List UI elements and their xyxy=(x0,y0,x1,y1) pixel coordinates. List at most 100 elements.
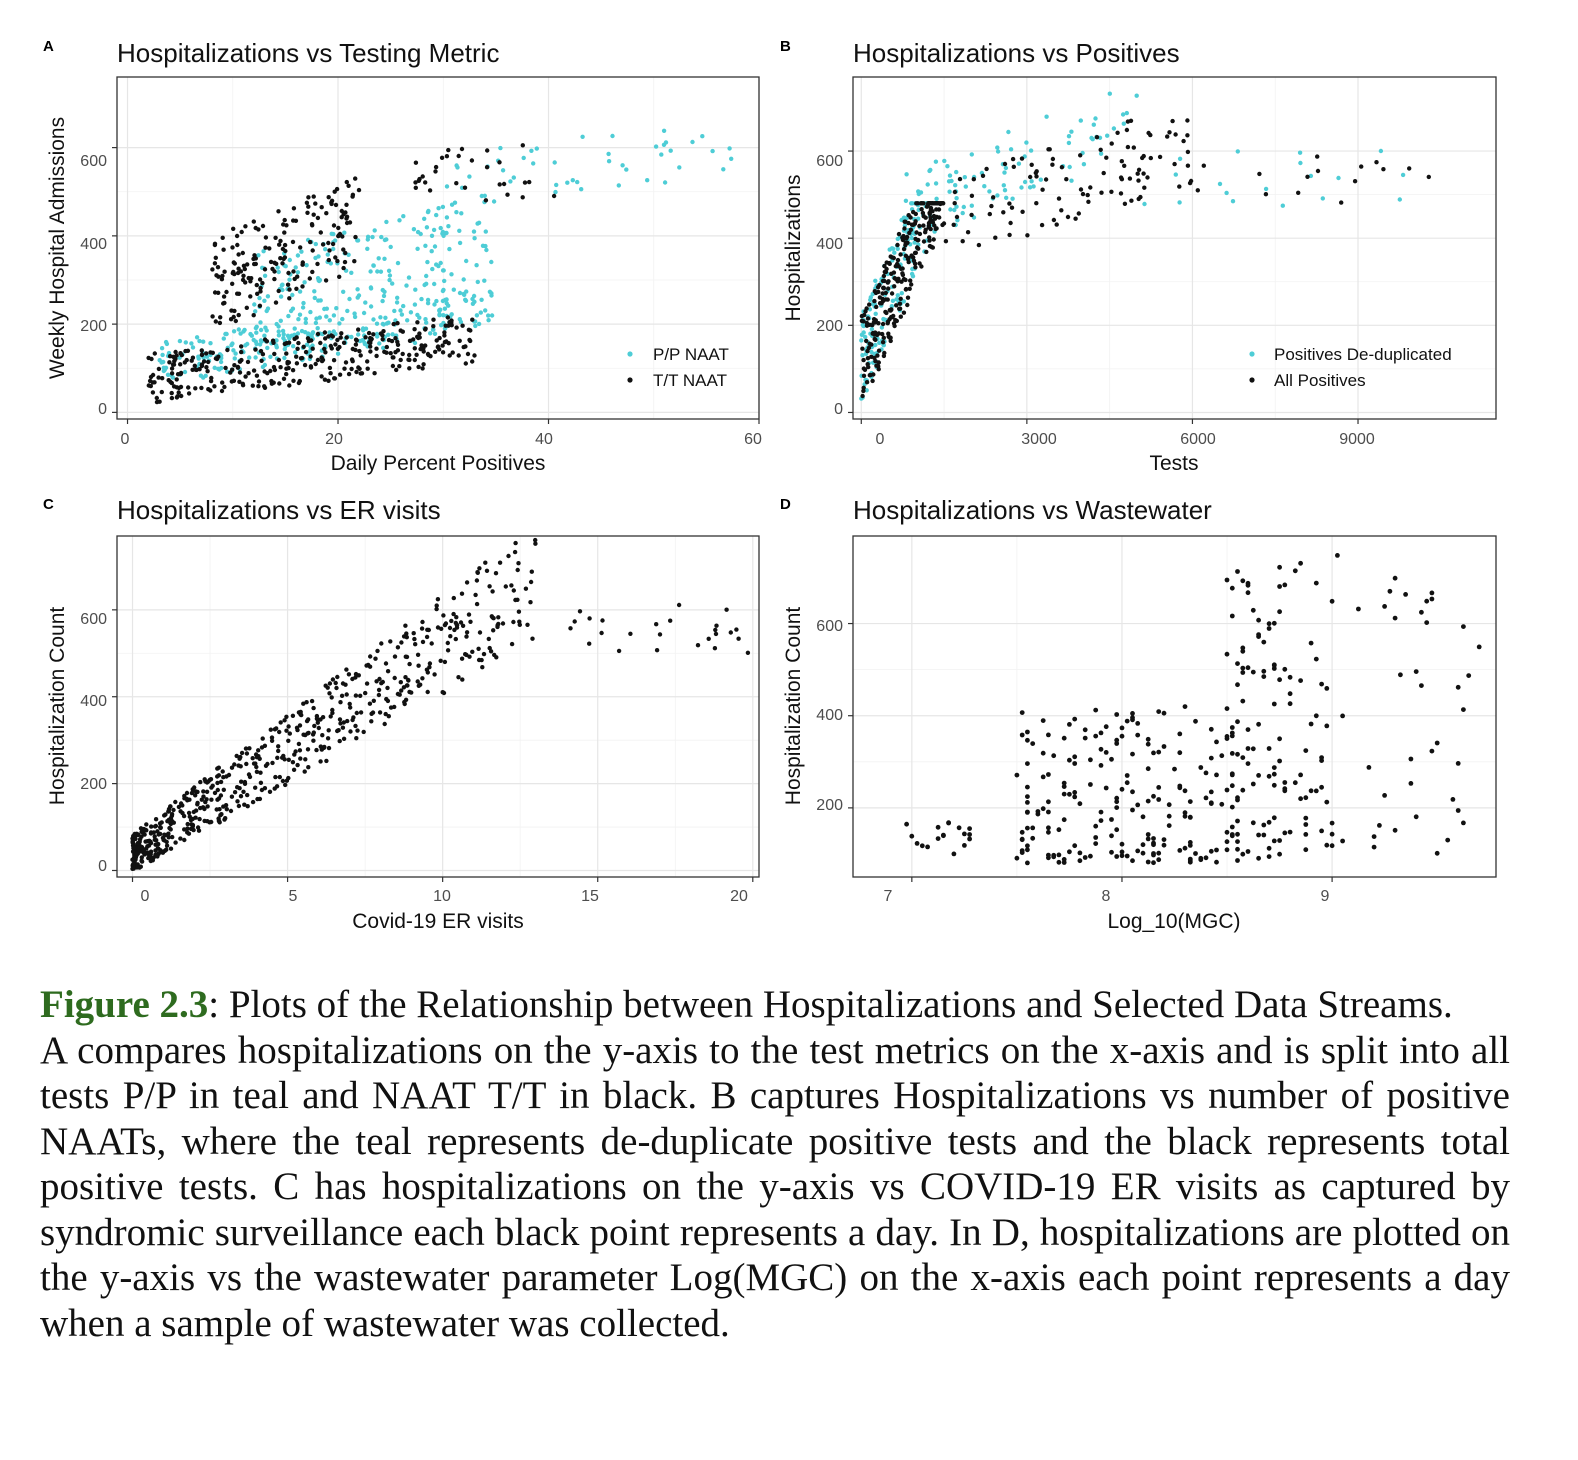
data-point-black xyxy=(713,627,718,633)
data-point-black xyxy=(169,366,175,371)
data-point-black xyxy=(1166,823,1172,828)
data-point-black xyxy=(180,810,185,816)
data-point-black xyxy=(908,278,913,283)
data-point-teal xyxy=(302,280,307,285)
data-point-black xyxy=(911,209,916,215)
data-point-black xyxy=(1324,842,1330,848)
data-point-teal xyxy=(313,255,318,261)
data-point-black xyxy=(154,395,159,401)
data-point-black xyxy=(1145,736,1151,742)
data-point-teal xyxy=(390,281,395,286)
data-point-black xyxy=(259,358,264,363)
data-point-black xyxy=(1240,578,1246,584)
data-point-black xyxy=(149,824,154,829)
data-point-black xyxy=(456,153,461,159)
data-point-black xyxy=(354,369,359,375)
data-point-black xyxy=(412,327,417,332)
data-point-black xyxy=(1040,806,1046,812)
data-point-black xyxy=(993,235,998,240)
data-point-black xyxy=(219,388,225,394)
plot-background xyxy=(853,536,1496,877)
data-point-teal xyxy=(1003,165,1009,171)
data-point-black xyxy=(1151,793,1156,799)
data-point-black xyxy=(203,799,208,805)
panel-b-grid xyxy=(853,77,1496,419)
data-point-black xyxy=(1229,585,1235,591)
data-point-black xyxy=(1319,755,1324,760)
data-point-black xyxy=(1019,850,1025,855)
data-point-black xyxy=(404,683,410,688)
data-point-black xyxy=(444,154,450,159)
data-point-black xyxy=(258,289,263,294)
data-point-teal xyxy=(406,275,412,280)
data-point-black xyxy=(212,261,218,266)
data-point-black xyxy=(152,834,157,839)
data-point-black xyxy=(315,331,321,337)
data-point-black xyxy=(873,358,878,364)
data-point-teal xyxy=(395,260,401,266)
data-point-teal xyxy=(459,211,464,216)
data-point-black xyxy=(286,775,291,781)
data-point-teal xyxy=(423,317,428,322)
data-point-black xyxy=(898,266,904,271)
data-point-black xyxy=(306,717,311,722)
data-point-black xyxy=(333,342,338,347)
data-point-teal xyxy=(368,304,374,309)
data-point-black xyxy=(1145,832,1151,837)
data-point-black xyxy=(256,227,261,232)
data-point-black xyxy=(869,342,874,347)
panel-c: C Hospitalizations vs ER visits 0 5 10 1… xyxy=(43,495,760,933)
data-point-black xyxy=(530,636,535,641)
data-point-black xyxy=(218,779,224,785)
data-point-black xyxy=(917,223,922,229)
data-point-teal xyxy=(438,225,443,231)
data-point-teal xyxy=(860,353,865,358)
data-point-black xyxy=(928,205,934,211)
data-point-black xyxy=(1007,201,1012,206)
data-point-teal xyxy=(446,224,451,229)
data-point-teal xyxy=(424,320,429,325)
data-point-black xyxy=(1187,840,1193,845)
data-point-black xyxy=(885,280,890,285)
data-point-black xyxy=(185,821,190,827)
data-point-black xyxy=(1381,167,1386,172)
data-point-black xyxy=(300,262,305,267)
data-point-black xyxy=(258,780,264,785)
data-point-black xyxy=(924,249,929,255)
data-point-black xyxy=(1128,118,1134,124)
data-point-black xyxy=(315,720,320,725)
data-point-black xyxy=(335,674,340,680)
data-point-black xyxy=(170,834,175,840)
data-point-black xyxy=(460,323,465,328)
data-point-black xyxy=(130,866,135,871)
data-point-black xyxy=(881,285,886,290)
data-point-black xyxy=(1277,736,1282,742)
data-point-black xyxy=(1077,858,1083,864)
data-point-black xyxy=(956,825,962,831)
data-point-teal xyxy=(955,218,960,223)
data-point-teal xyxy=(901,299,906,304)
data-point-black xyxy=(486,636,491,642)
panel-c-xtick: 10 xyxy=(433,888,451,905)
data-point-black xyxy=(344,692,349,697)
data-point-black xyxy=(866,364,871,370)
data-point-black xyxy=(991,195,996,200)
data-point-black xyxy=(353,234,358,240)
data-point-black xyxy=(159,389,164,395)
data-point-black xyxy=(1303,815,1309,821)
data-point-black xyxy=(369,711,374,716)
data-point-black xyxy=(1235,795,1240,801)
data-point-black xyxy=(1046,732,1051,738)
data-point-black xyxy=(1198,765,1204,770)
data-point-black xyxy=(239,229,244,235)
data-point-black xyxy=(442,330,447,335)
data-point-teal xyxy=(368,285,374,290)
data-point-black xyxy=(1094,135,1100,140)
data-point-teal xyxy=(969,152,974,157)
data-point-black xyxy=(984,166,989,172)
data-point-black xyxy=(1119,786,1125,792)
data-point-black xyxy=(1257,171,1262,177)
data-point-black xyxy=(239,349,244,355)
data-point-black xyxy=(517,622,522,627)
data-point-black xyxy=(343,250,348,256)
